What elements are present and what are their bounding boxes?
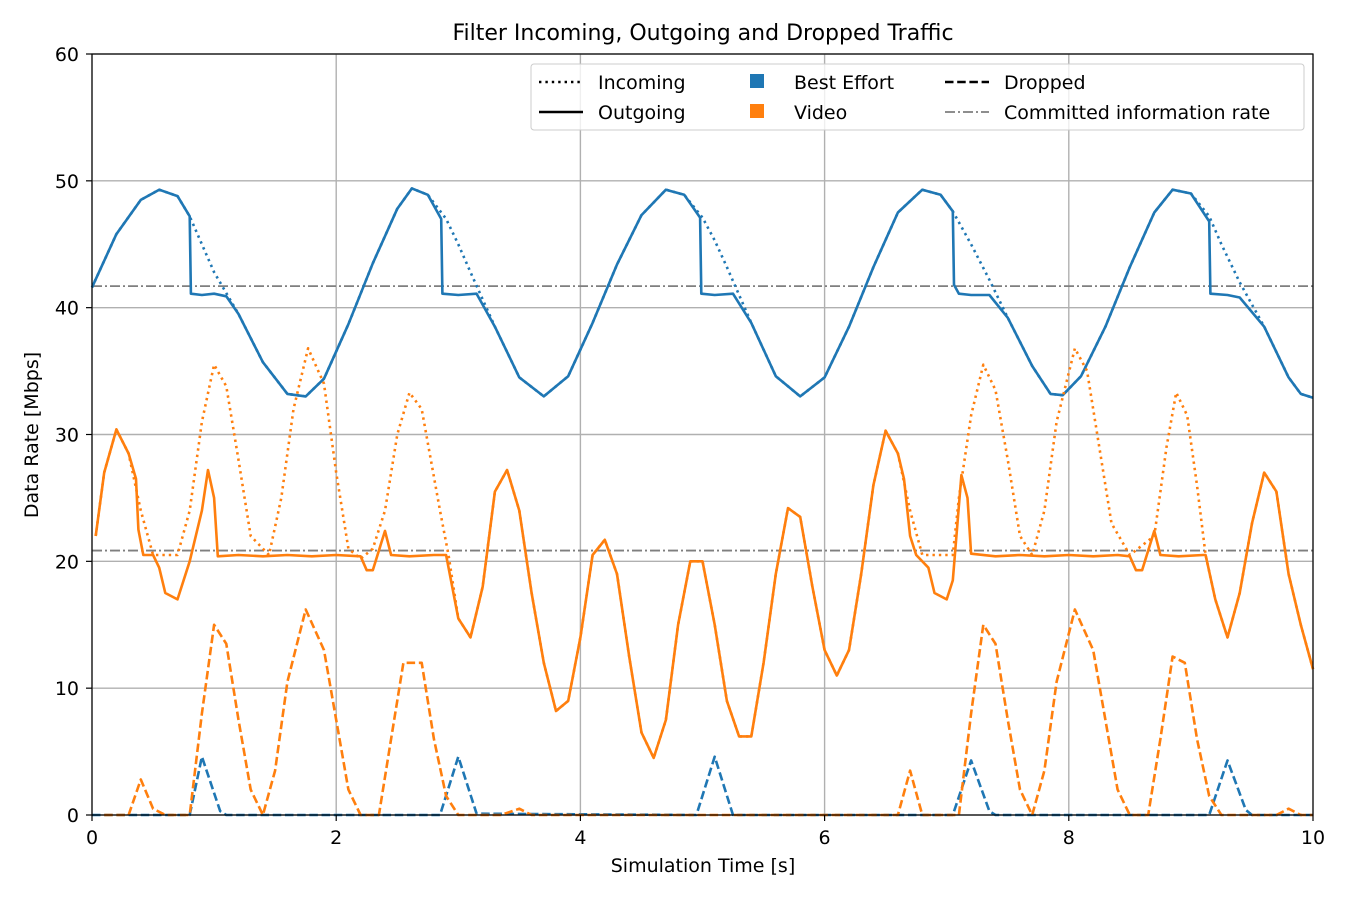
series-line-be-drop — [92, 755, 1313, 817]
y-axis-label: Data Rate [Mbps] — [21, 352, 43, 518]
series-line-vid-out — [94, 428, 1315, 760]
legend-label-dropped: Dropped — [1004, 72, 1086, 94]
legend-label-outgoing: Outgoing — [598, 102, 686, 124]
y-tick-label: 50 — [55, 171, 79, 193]
grid — [91, 53, 1314, 816]
chart-title: Filter Incoming, Outgoing and Dropped Tr… — [452, 21, 953, 46]
legend: Incoming Outgoing Best Effort Video Drop… — [530, 63, 1305, 131]
legend-label-cir: Committed information rate — [1004, 102, 1270, 124]
x-tick-label: 4 — [574, 827, 586, 849]
x-tick-label: 6 — [819, 827, 831, 849]
x-tick-label: 2 — [330, 827, 342, 849]
x-tick-label: 10 — [1301, 827, 1325, 849]
y-tick-label: 20 — [55, 551, 79, 573]
y-tick-label: 10 — [55, 678, 79, 700]
x-tick-label: 8 — [1063, 827, 1075, 849]
legend-swatch-best-effort — [750, 74, 764, 88]
legend-swatch-video — [750, 104, 764, 118]
series-layer — [90, 187, 1315, 817]
legend-box — [530, 63, 1305, 131]
y-tick-label: 40 — [55, 298, 79, 320]
y-tick-label: 60 — [55, 44, 79, 66]
ticks: 0 2 4 6 8 10 0 10 20 30 40 50 60 — [55, 44, 1325, 849]
y-tick-label: 0 — [67, 805, 79, 827]
series-line-vid-in — [94, 347, 1315, 760]
x-axis-label: Simulation Time [s] — [611, 855, 796, 877]
series-line-be-out — [90, 187, 1314, 399]
legend-label-incoming: Incoming — [598, 72, 686, 94]
legend-label-video: Video — [794, 102, 847, 124]
legend-label-best-effort: Best Effort — [794, 72, 894, 94]
y-tick-label: 30 — [55, 425, 79, 447]
x-tick-label: 0 — [86, 827, 98, 849]
